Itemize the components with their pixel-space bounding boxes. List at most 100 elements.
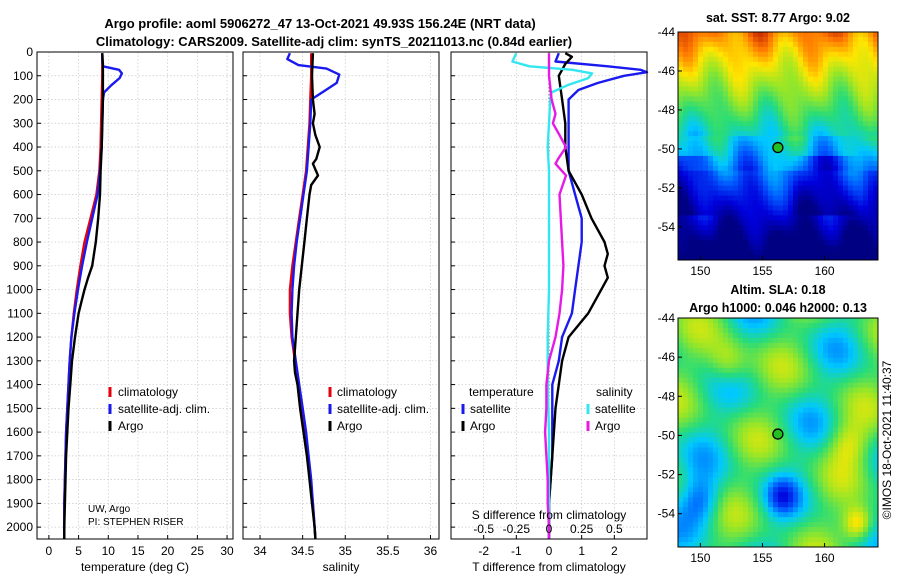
- heatmap-cell: [733, 318, 739, 324]
- heatmap-cell: [823, 61, 829, 68]
- heatmap-cell: [798, 502, 804, 508]
- heatmap-cell: [748, 66, 754, 73]
- heatmap-cell: [828, 437, 834, 443]
- heatmap-cell: [763, 96, 769, 102]
- heatmap-cell: [753, 402, 759, 409]
- heatmap-cell: [723, 250, 729, 256]
- heatmap-cell: [818, 318, 824, 324]
- map-y-tick-label: -48: [658, 103, 676, 117]
- heatmap-cell: [768, 467, 774, 473]
- heatmap-cell: [683, 136, 689, 142]
- heatmap-cell: [798, 51, 804, 58]
- heatmap-cell: [813, 250, 819, 256]
- heatmap-cell: [723, 427, 729, 433]
- heatmap-cell: [708, 512, 714, 518]
- heatmap-cell: [768, 240, 774, 246]
- heatmap-cell: [773, 245, 779, 251]
- heatmap-cell: [793, 136, 799, 142]
- heatmap-cell: [733, 437, 739, 443]
- heatmap-cell: [713, 512, 719, 518]
- heatmap-cell: [858, 76, 864, 82]
- depth-tick-label: 600: [13, 188, 33, 202]
- heatmap-cell: [768, 527, 774, 533]
- heatmap-cell: [703, 56, 709, 63]
- heatmap-cell: [698, 235, 704, 241]
- heatmap-cell: [718, 121, 724, 127]
- heatmap-cell: [818, 322, 824, 329]
- heatmap-cell: [783, 205, 789, 211]
- heatmap-cell: [688, 175, 694, 182]
- heatmap-cell: [738, 517, 744, 523]
- heatmap-cell: [798, 141, 804, 147]
- heatmap-cell: [788, 382, 794, 389]
- heatmap-cell: [783, 482, 789, 488]
- heatmap-cell: [793, 387, 799, 394]
- heatmap-cell: [788, 126, 794, 132]
- heatmap-cell: [783, 41, 789, 48]
- heatmap-cell: [833, 66, 839, 73]
- heatmap-cell: [808, 337, 814, 344]
- heatmap-cell: [853, 81, 859, 87]
- heatmap-cell: [688, 255, 694, 261]
- heatmap-cell: [828, 332, 834, 339]
- heatmap-cell: [783, 477, 789, 483]
- heatmap-cell: [798, 240, 804, 246]
- heatmap-cell: [828, 407, 834, 413]
- heatmap-cell: [808, 51, 814, 58]
- heatmap-cell: [823, 522, 829, 528]
- heatmap-cell: [863, 215, 869, 221]
- heatmap-cell: [718, 195, 724, 201]
- heatmap-cell: [863, 155, 869, 162]
- heatmap-cell: [828, 427, 834, 433]
- heatmap-cell: [763, 512, 769, 518]
- heatmap-cell: [813, 542, 819, 548]
- heatmap-cell: [848, 437, 854, 443]
- heatmap-cell: [818, 71, 824, 78]
- heatmap-cell: [723, 397, 729, 404]
- heatmap-cell: [768, 210, 774, 216]
- heatmap-cell: [793, 46, 799, 53]
- heatmap-cell: [838, 377, 844, 384]
- heatmap-cell: [743, 175, 749, 182]
- heatmap-cell: [763, 437, 769, 443]
- heatmap-cell: [718, 477, 724, 483]
- heatmap-cell: [873, 542, 879, 548]
- heatmap-cell: [823, 492, 829, 498]
- heatmap-cell: [833, 537, 839, 543]
- heatmap-cell: [733, 347, 739, 354]
- heatmap-cell: [808, 318, 814, 324]
- heatmap-cell: [823, 467, 829, 473]
- heatmap-cell: [783, 318, 789, 324]
- heatmap-cell: [758, 412, 764, 418]
- heatmap-cell: [828, 136, 834, 142]
- heatmap-cell: [808, 507, 814, 513]
- heatmap-cell: [813, 467, 819, 473]
- heatmap-cell: [833, 230, 839, 236]
- heatmap-cell: [858, 255, 864, 261]
- heatmap-cell: [683, 155, 689, 162]
- heatmap-cell: [838, 542, 844, 548]
- heatmap-cell: [713, 250, 719, 256]
- heatmap-cell: [678, 522, 684, 528]
- heatmap-cell: [858, 527, 864, 533]
- heatmap-cell: [873, 352, 879, 359]
- heatmap-cell: [688, 397, 694, 404]
- heatmap-cell: [828, 487, 834, 493]
- heatmap-cell: [763, 372, 769, 379]
- heatmap-cell: [683, 71, 689, 78]
- heatmap-cell: [848, 190, 854, 196]
- heatmap-cell: [773, 111, 779, 117]
- heatmap-cell: [818, 190, 824, 196]
- heatmap-cell: [733, 332, 739, 339]
- heatmap-cell: [868, 146, 874, 152]
- t-difference-xlabel: T difference from climatology: [472, 560, 626, 574]
- heatmap-cell: [803, 357, 809, 364]
- heatmap-cell: [723, 337, 729, 344]
- heatmap-cell: [703, 492, 709, 498]
- heatmap-cell: [753, 32, 759, 38]
- heatmap-cell: [843, 235, 849, 241]
- heatmap-cell: [813, 527, 819, 533]
- heatmap-cell: [773, 61, 779, 68]
- heatmap-cell: [763, 382, 769, 389]
- heatmap-cell: [778, 205, 784, 211]
